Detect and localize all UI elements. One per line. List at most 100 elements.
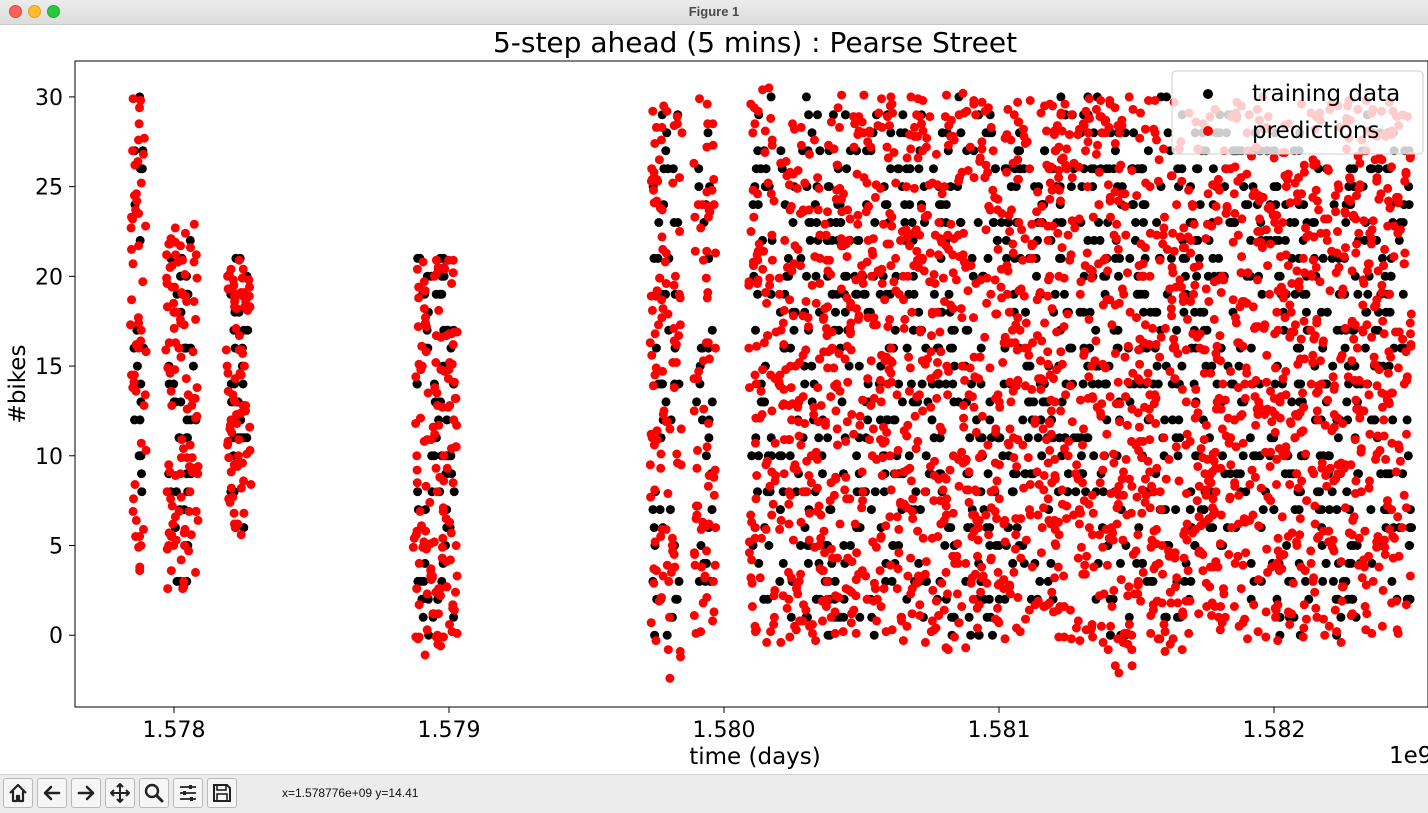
- back-button[interactable]: [37, 778, 67, 808]
- training-data-point: [1332, 325, 1342, 335]
- zoom-button[interactable]: [139, 778, 169, 808]
- pan-button[interactable]: [105, 778, 135, 808]
- prediction-point: [702, 442, 712, 452]
- prediction-point: [1229, 602, 1239, 611]
- prediction-point: [174, 506, 184, 516]
- prediction-point: [413, 322, 423, 332]
- prediction-point: [1348, 515, 1358, 525]
- prediction-point: [1106, 489, 1116, 498]
- prediction-point: [1395, 456, 1405, 466]
- prediction-point: [1202, 602, 1212, 611]
- prediction-point: [747, 602, 757, 611]
- prediction-point: [451, 442, 461, 452]
- prediction-point: [189, 219, 199, 229]
- prediction-point: [796, 140, 806, 150]
- prediction-point: [927, 533, 937, 543]
- prediction-point: [445, 517, 455, 527]
- figure-canvas[interactable]: 5-step ahead (5 mins) : Pearse Street 1.…: [0, 25, 1428, 773]
- training-data-point: [1098, 487, 1108, 497]
- prediction-point: [1227, 523, 1236, 533]
- training-data-point: [1287, 397, 1297, 407]
- prediction-point: [915, 573, 925, 583]
- prediction-point: [820, 219, 830, 229]
- prediction-point: [1359, 216, 1369, 226]
- prediction-point: [779, 435, 789, 445]
- training-data-point: [976, 343, 986, 353]
- prediction-point: [1140, 124, 1150, 134]
- prediction-point: [1168, 343, 1178, 353]
- prediction-point: [650, 485, 660, 495]
- prediction-point: [237, 345, 246, 355]
- prediction-point: [1043, 347, 1053, 357]
- prediction-point: [1096, 411, 1106, 421]
- maximize-window-button[interactable]: [47, 5, 60, 18]
- prediction-point: [940, 112, 950, 122]
- forward-button[interactable]: [71, 778, 101, 808]
- prediction-point: [926, 402, 936, 412]
- prediction-point: [1050, 474, 1060, 484]
- prediction-point: [429, 609, 439, 619]
- prediction-point: [1193, 408, 1203, 418]
- prediction-point: [1105, 99, 1115, 109]
- training-data-point: [1142, 576, 1152, 586]
- prediction-point: [845, 585, 854, 595]
- prediction-point: [816, 533, 826, 543]
- prediction-point: [931, 149, 941, 159]
- prediction-point: [907, 609, 917, 619]
- prediction-point: [971, 427, 981, 437]
- save-button[interactable]: [207, 778, 237, 808]
- prediction-point: [1211, 404, 1221, 414]
- training-data-point: [1345, 164, 1355, 174]
- prediction-point: [789, 259, 799, 269]
- prediction-point: [672, 119, 682, 129]
- prediction-point: [1383, 221, 1393, 231]
- prediction-point: [711, 523, 721, 533]
- minimize-window-button[interactable]: [28, 5, 41, 18]
- prediction-point: [844, 235, 854, 245]
- close-window-button[interactable]: [9, 5, 22, 18]
- prediction-point: [228, 492, 238, 502]
- prediction-point: [1311, 158, 1321, 168]
- training-data-point: [811, 271, 821, 281]
- prediction-point: [879, 422, 888, 432]
- prediction-point: [165, 239, 175, 249]
- prediction-point: [181, 374, 191, 384]
- prediction-point: [1364, 390, 1374, 400]
- legend: training data predictions: [1171, 70, 1424, 155]
- training-data-point: [1153, 379, 1163, 389]
- training-data-point: [661, 397, 671, 407]
- training-data-point: [673, 218, 683, 227]
- prediction-point: [786, 383, 796, 393]
- training-data-point: [1192, 164, 1201, 174]
- prediction-point: [696, 223, 706, 233]
- prediction-point: [412, 584, 422, 594]
- prediction-point: [1136, 271, 1145, 281]
- prediction-point: [939, 472, 949, 482]
- prediction-point: [177, 288, 187, 297]
- prediction-point: [1148, 323, 1158, 333]
- prediction-point: [1294, 173, 1304, 183]
- prediction-point: [1095, 478, 1105, 488]
- prediction-point: [1055, 602, 1065, 611]
- home-button[interactable]: [3, 778, 33, 808]
- prediction-point: [902, 153, 912, 163]
- prediction-point: [1294, 277, 1304, 287]
- prediction-point: [1160, 627, 1170, 637]
- configure-subplots-button[interactable]: [173, 778, 203, 808]
- x-tick-label: 1.580: [693, 718, 756, 743]
- training-data-point: [1235, 469, 1245, 479]
- prediction-point: [1150, 128, 1160, 138]
- training-data-point: [1296, 379, 1306, 389]
- prediction-point: [431, 358, 441, 367]
- prediction-point: [766, 189, 776, 199]
- prediction-point: [141, 445, 151, 455]
- prediction-point: [1032, 467, 1042, 477]
- prediction-point: [1145, 228, 1155, 238]
- prediction-point: [179, 576, 189, 586]
- prediction-point: [980, 106, 990, 116]
- prediction-point: [1368, 216, 1378, 226]
- prediction-point: [1019, 124, 1028, 134]
- training-data-point: [130, 415, 139, 425]
- prediction-point: [746, 510, 756, 520]
- prediction-point: [894, 524, 904, 534]
